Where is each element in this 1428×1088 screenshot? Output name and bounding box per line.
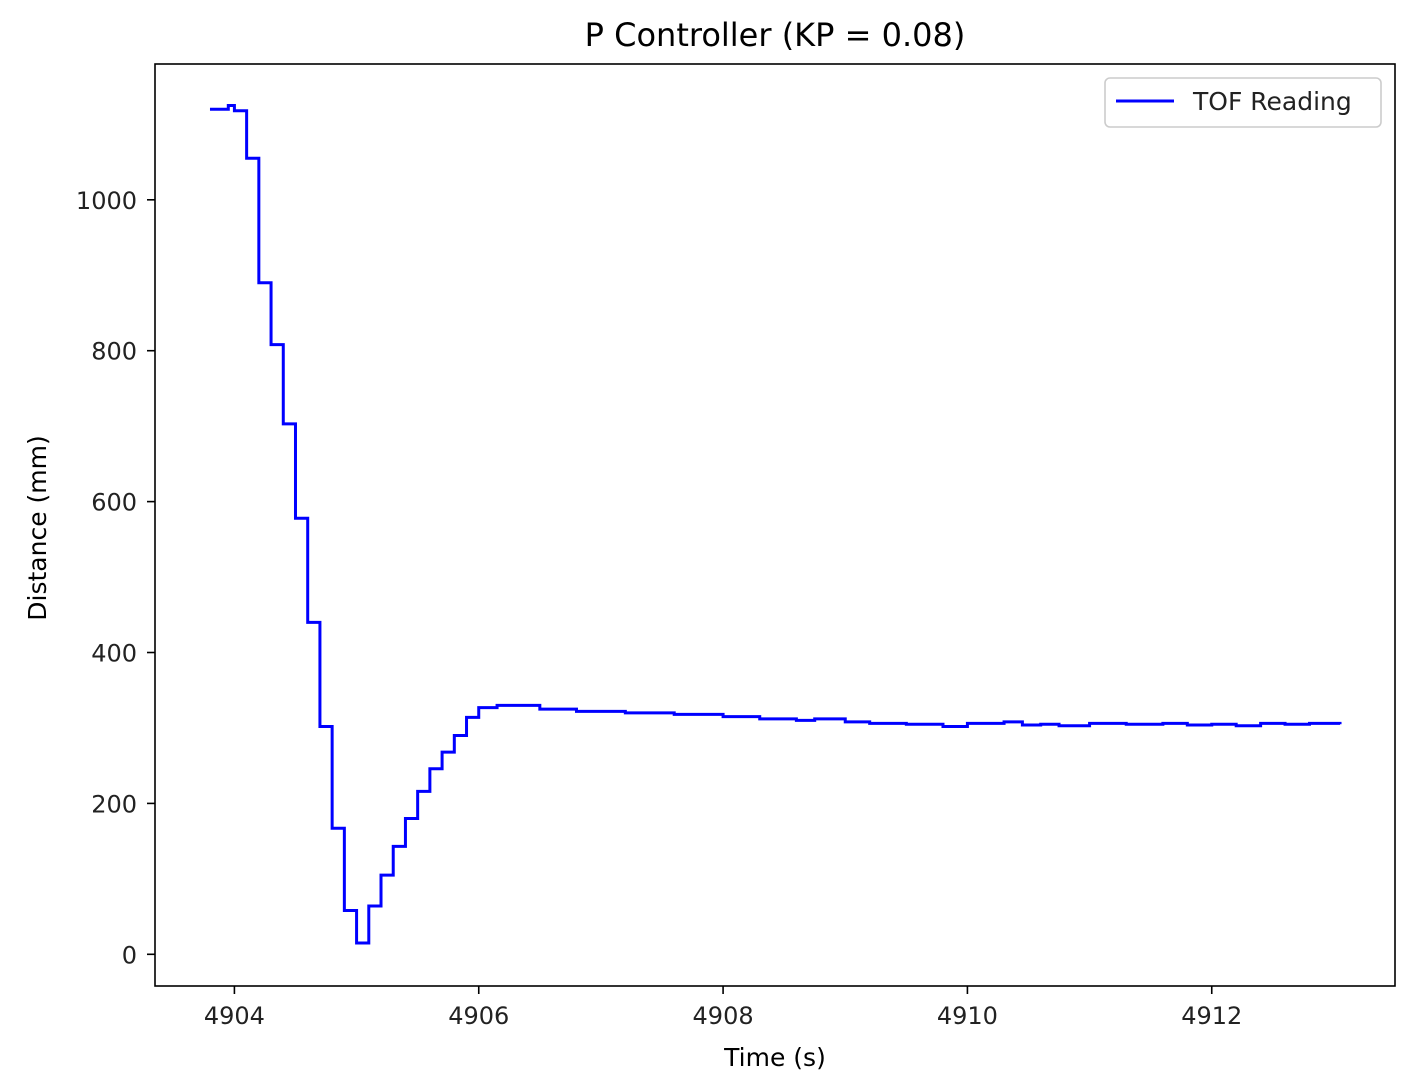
chart-title: P Controller (KP = 0.08) [585, 16, 966, 54]
y-axis: 0 200 400 600 800 1000 [76, 187, 155, 969]
plot-area [155, 64, 1395, 986]
y-tick-label: 200 [91, 790, 137, 818]
legend-box [1104, 77, 1382, 128]
x-tick-label: 4908 [693, 1002, 754, 1030]
y-tick-label: 400 [91, 640, 137, 668]
series-line-tof-reading [209, 104, 1342, 945]
legend-label-tof-reading: TOF Reading [1192, 87, 1352, 116]
y-axis-label: Distance (mm) [23, 435, 52, 620]
y-tick-label: 800 [91, 338, 137, 366]
x-tick-label: 4910 [937, 1002, 998, 1030]
y-tick-label: 600 [91, 489, 137, 517]
legend: TOF Reading [1104, 77, 1382, 128]
x-tick-label: 4906 [448, 1002, 509, 1030]
x-tick-label: 4904 [204, 1002, 265, 1030]
y-tick-label: 1000 [76, 187, 137, 215]
series-line-group [209, 104, 1342, 945]
y-tick-label: 0 [122, 941, 137, 969]
x-tick-label: 4912 [1181, 1002, 1242, 1030]
x-axis: 4904 4906 4908 4910 4912 [204, 986, 1242, 1030]
x-axis-label: Time (s) [723, 1043, 826, 1072]
plot-frame [154, 63, 1396, 987]
